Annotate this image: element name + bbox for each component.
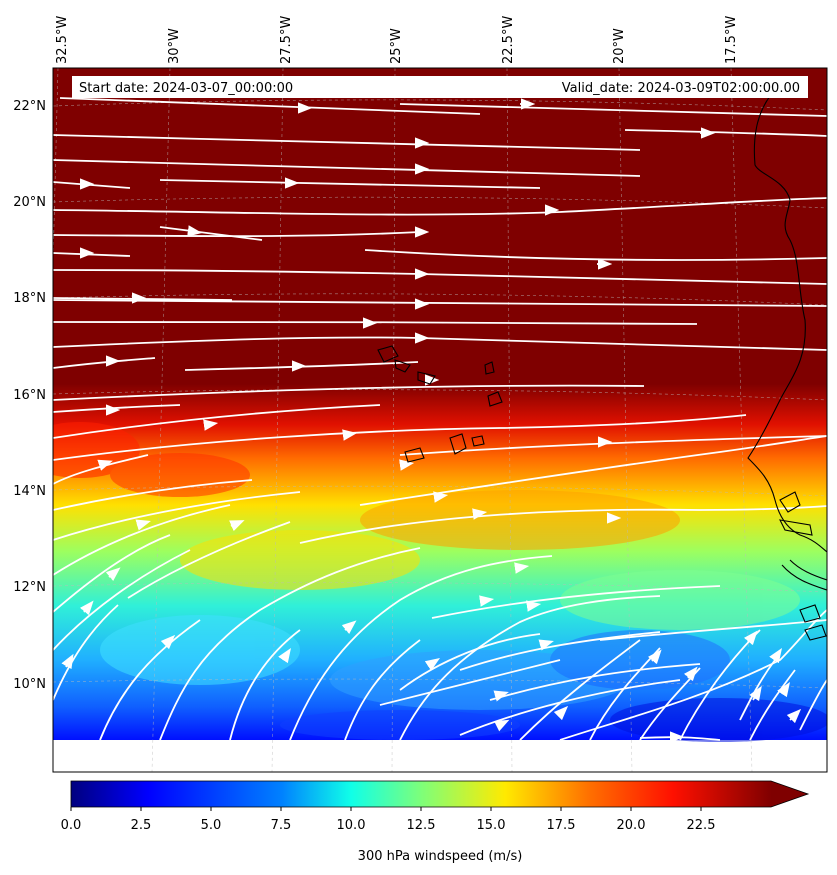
colorbar-tick-label: 15.0 (477, 818, 506, 833)
colorbar-tick-label: 17.5 (547, 818, 576, 833)
lat-label-14n: 14°N (13, 484, 46, 499)
lon-label-22.5w: 22.5°W (501, 16, 516, 64)
map-frame (52, 67, 828, 773)
lat-label-18n: 18°N (13, 291, 46, 306)
colorbar-ramp (71, 781, 771, 807)
colorbar-tick-label: 10.0 (337, 818, 366, 833)
lat-label-16n: 16°N (13, 388, 46, 403)
lat-label-12n: 12°N (13, 580, 46, 595)
lon-label-17.5w: 17.5°W (724, 16, 739, 64)
lon-label-20w: 20°W (612, 28, 627, 64)
colorbar-outline (70, 780, 810, 808)
colorbar-label: 300 hPa windspeed (m/s) (358, 849, 523, 864)
valid-date-label: Valid_date: 2024-03-09T02:00:00.00 (562, 81, 800, 96)
map-area (53, 68, 827, 772)
lon-label-27.5w: 27.5°W (279, 16, 294, 64)
longitude-labels: 32.5°W 30°W 27.5°W 25°W 22.5°W 20°W 17.5… (55, 16, 739, 64)
lon-label-32.5w: 32.5°W (55, 16, 70, 64)
streamlines (53, 97, 827, 743)
start-date-label: Start date: 2024-03-07_00:00:00 (79, 81, 293, 96)
colorbar-tick-label: 20.0 (617, 818, 646, 833)
lat-label-10n: 10°N (13, 677, 46, 692)
colorbar-tick-label: 0.0 (61, 818, 82, 833)
colorbar-ticks: 0.0 2.5 5.0 7.5 10.0 12.5 15.0 17.5 20.0 22.5 (61, 807, 716, 833)
coastlines (377, 95, 827, 641)
colorbar: 0.0 2.5 5.0 7.5 10.0 12.5 15.0 17.5 20.0 22.5 300… (61, 780, 810, 864)
field-texture (53, 422, 827, 742)
colorbar-tick-label: 7.5 (271, 818, 292, 833)
lat-label-20n: 20°N (13, 195, 46, 210)
colorbar-tick-label: 12.5 (407, 818, 436, 833)
latitude-labels: 22°N 20°N 18°N 16°N 14°N 12°N 10°N (13, 99, 46, 692)
lon-label-30w: 30°W (167, 28, 182, 64)
colorbar-extend-max (771, 781, 808, 807)
lon-label-25w: 25°W (389, 28, 404, 64)
date-header-box (72, 76, 808, 98)
colorbar-tick-label: 5.0 (201, 818, 222, 833)
lat-label-22n: 22°N (13, 99, 46, 114)
colorbar-tick-label: 22.5 (687, 818, 716, 833)
colorbar-tick-label: 2.5 (131, 818, 152, 833)
